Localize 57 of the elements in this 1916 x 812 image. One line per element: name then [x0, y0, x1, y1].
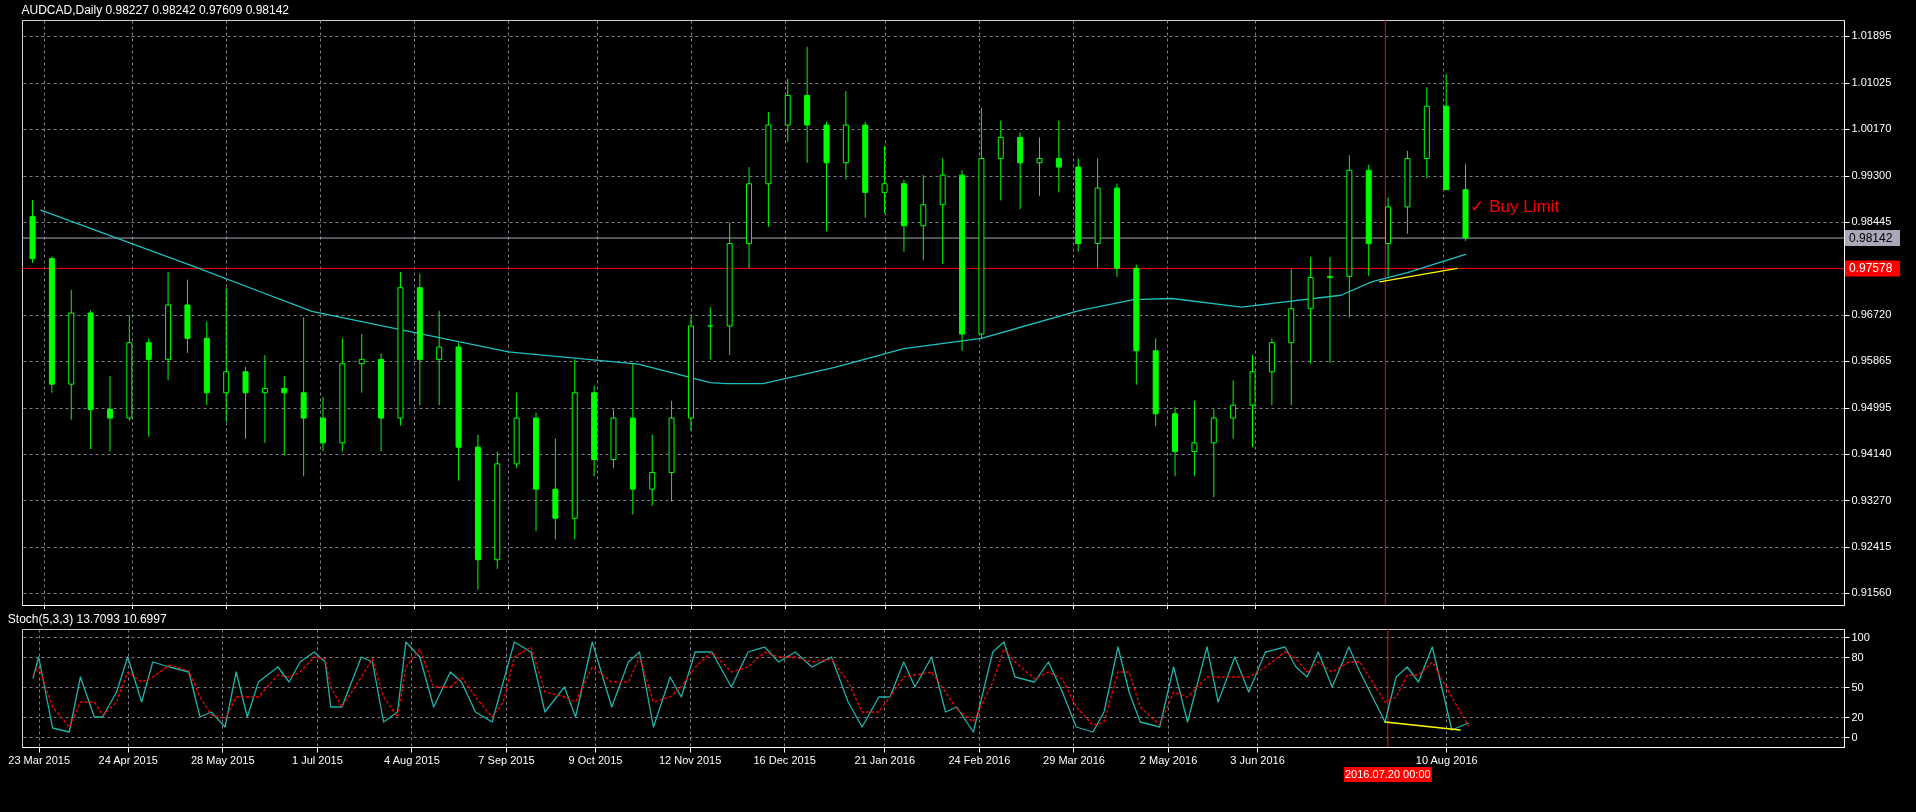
y-tick-label: 0.99300: [1851, 169, 1892, 182]
y-tick-label: 0.96720: [1851, 308, 1892, 321]
candlestick: [881, 145, 888, 214]
candlestick: [358, 333, 365, 394]
ref-line-label: 0.97578: [1849, 261, 1893, 276]
candlestick: [1191, 400, 1198, 477]
line-series: [40, 209, 1467, 385]
y-tick-label: 1.01025: [1851, 76, 1892, 89]
x-tick-label: 1 Jul 2015: [291, 753, 343, 766]
candlestick: [242, 366, 249, 440]
candlestick: [145, 337, 152, 438]
candlestick: [1230, 379, 1237, 440]
x-tick-label: 24 Feb 2016: [948, 753, 1011, 766]
chart-title: Stoch(5,3,3) 13.7093 10.6997: [7, 611, 167, 626]
x-tick-label: 2 May 2016: [1139, 753, 1198, 766]
y-tick-label: 20: [1851, 710, 1864, 723]
candlestick: [920, 174, 927, 261]
ref-line-label: 2016.07.20 00:00: [1344, 768, 1431, 780]
x-tick-label: 21 Jan 2016: [854, 753, 916, 766]
x-tick-label: 23 Mar 2015: [8, 753, 71, 766]
y-tick-label: 0.93270: [1851, 494, 1892, 506]
y-tick-label: 100: [1851, 630, 1870, 643]
y-tick-label: 0.95865: [1851, 354, 1892, 367]
y-tick-label: 1.01895: [1851, 29, 1892, 42]
y-tick-label: 0.91560: [1851, 586, 1892, 599]
y-tick-label: 0.94140: [1851, 447, 1892, 460]
x-tick-label: 7 Sep 2015: [478, 753, 535, 766]
x-tick-label: 4 Aug 2015: [384, 753, 440, 766]
y-tick-label: 1.00170: [1851, 122, 1892, 135]
chart-title: AUDCAD,Daily 0.98227 0.98242 0.97609 0.98142: [21, 2, 290, 17]
candlestick: [1036, 136, 1043, 197]
x-tick-label: 3 Jun 2016: [1230, 753, 1285, 766]
x-tick-label: 12 Nov 2015: [658, 753, 722, 766]
y-tick-label: 0.94995: [1851, 401, 1892, 414]
candlestick: [106, 375, 113, 452]
candlestick: [649, 434, 656, 507]
x-tick-label: 24 Apr 2015: [98, 753, 158, 766]
x-tick-label: 29 Mar 2016: [1043, 753, 1105, 766]
y-tick-label: 80: [1851, 650, 1864, 663]
annotation: ✓ Buy Limit: [1470, 197, 1560, 217]
x-tick-label: 28 May 2015: [190, 753, 255, 766]
candlestick: [281, 375, 288, 456]
x-tick-label: 9 Oct 2015: [568, 753, 623, 766]
candlestick: [436, 310, 443, 406]
y-tick-label: 0.98445: [1851, 215, 1892, 228]
ref-line-label: 0.98142: [1849, 231, 1893, 246]
candlestick: [1326, 256, 1333, 364]
y-tick-label: 0: [1851, 730, 1858, 743]
candlestick: [261, 354, 268, 444]
candlestick: [997, 120, 1004, 201]
y-tick-label: 50: [1851, 680, 1864, 693]
candlestick: [707, 306, 714, 360]
y-tick-label: 0.92415: [1851, 540, 1892, 553]
candlestick: [223, 287, 230, 423]
x-tick-label: 10 Aug 2016: [1415, 753, 1478, 766]
candlestick: [1055, 120, 1062, 193]
x-tick-label: 16 Dec 2015: [753, 753, 816, 766]
